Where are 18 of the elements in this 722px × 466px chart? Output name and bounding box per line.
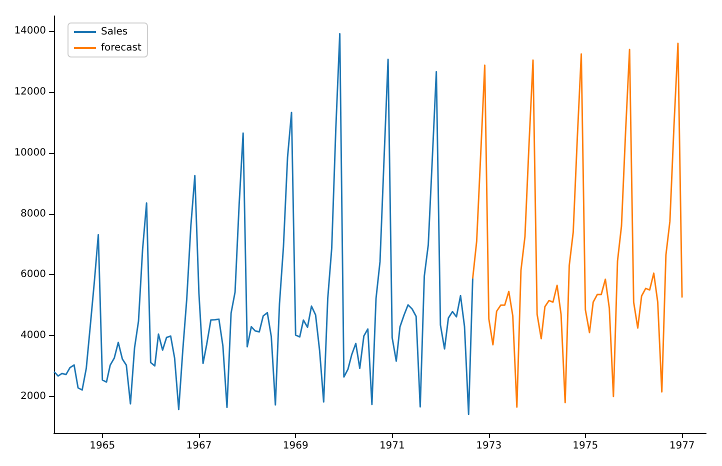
- y-tick-label: 10000: [14, 147, 46, 158]
- x-tick-label: 1975: [572, 440, 598, 452]
- y-tick-label: 2000: [20, 390, 46, 402]
- legend-label: Sales: [101, 26, 128, 38]
- x-tick-label: 1965: [90, 440, 116, 452]
- y-tick-label: 14000: [14, 26, 46, 37]
- legend-label: forecast: [101, 42, 142, 54]
- y-tick-label: 12000: [14, 86, 46, 98]
- y-tick-label: 4000: [20, 330, 46, 342]
- x-tick-label: 1967: [186, 440, 212, 452]
- line-series: [472, 42, 683, 408]
- x-tick-label: 1971: [379, 440, 405, 452]
- y-tick-label: 6000: [20, 269, 46, 280]
- line-series: [53, 33, 474, 416]
- x-tick-label: 1973: [476, 440, 502, 452]
- y-tick-label: 8000: [20, 208, 46, 220]
- x-tick-label: 1977: [669, 440, 695, 452]
- x-tick-label: 1969: [282, 440, 308, 452]
